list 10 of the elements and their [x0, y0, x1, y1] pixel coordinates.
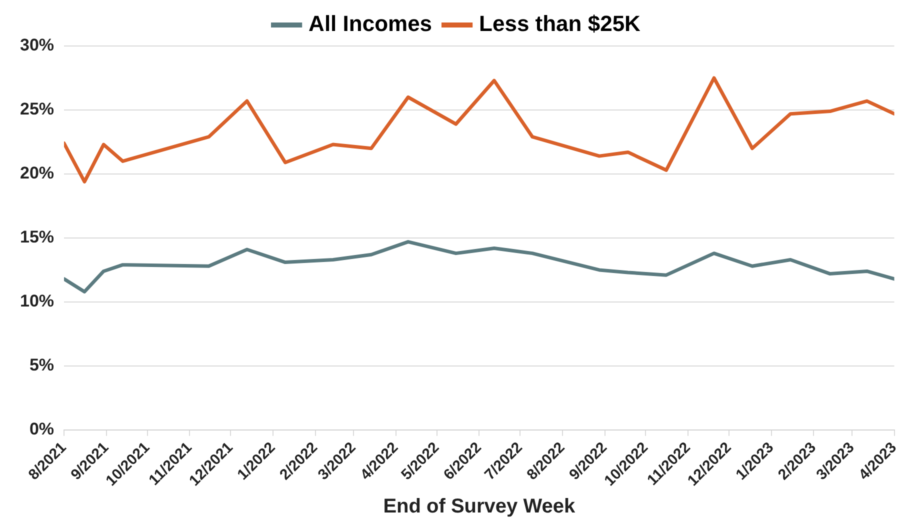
y-tick-label: 5%: [29, 356, 54, 375]
y-tick-label: 25%: [20, 100, 54, 119]
legend-label: All Incomes: [308, 11, 432, 36]
y-tick-label: 20%: [20, 164, 54, 183]
legend-label: Less than $25K: [479, 11, 641, 36]
y-tick-label: 30%: [20, 36, 54, 55]
x-axis-title: End of Survey Week: [383, 496, 576, 518]
y-tick-label: 15%: [20, 228, 54, 247]
y-tick-label: 10%: [20, 292, 54, 311]
y-tick-label: 0%: [29, 420, 54, 439]
